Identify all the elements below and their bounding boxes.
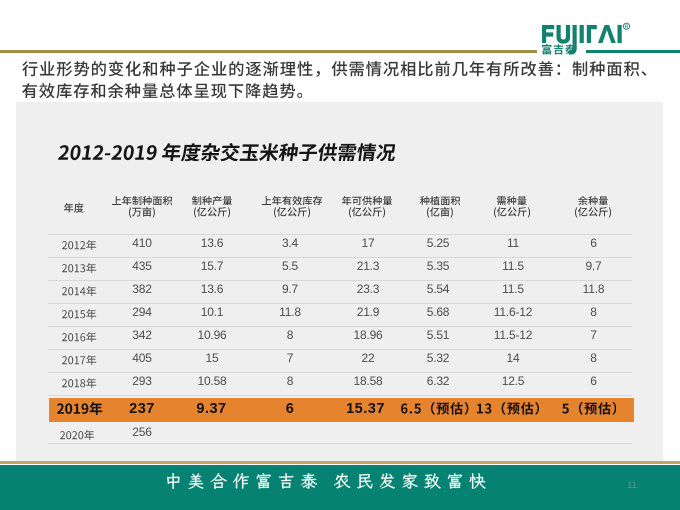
- svg-text:R: R: [625, 24, 629, 30]
